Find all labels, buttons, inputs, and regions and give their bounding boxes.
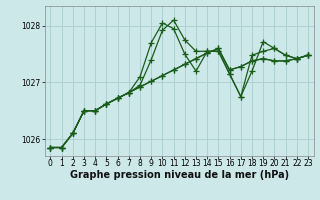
X-axis label: Graphe pression niveau de la mer (hPa): Graphe pression niveau de la mer (hPa) [70,170,289,180]
